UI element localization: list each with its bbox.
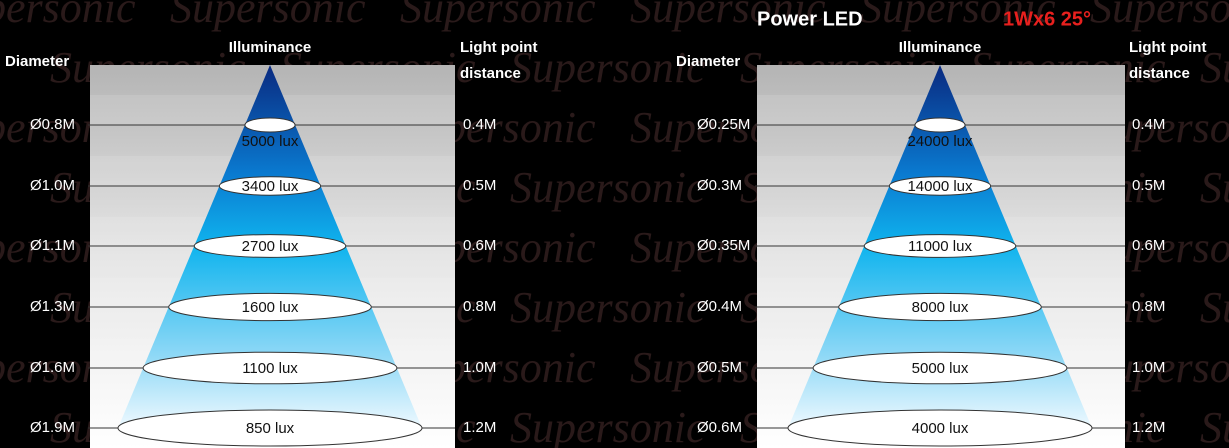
distance-label: 0.5M [463,177,496,194]
spec: 1Wx6 25° [1003,8,1091,30]
header-illuminance: Illuminance [899,39,982,56]
header-diameter: Diameter [676,53,740,70]
diameter-label: Ø0.3M [697,177,742,194]
distance-label: 1.2M [463,419,496,436]
header-diameter: Diameter [5,53,69,70]
watermark: Supersonic [1200,403,1229,448]
light-spot [787,409,1093,447]
watermark: Supersonic [1200,43,1229,92]
distance-label: 0.8M [1132,298,1165,315]
watermark: Supersonic [1090,0,1229,32]
distance-label: 0.5M [1132,177,1165,194]
diameter-label: Ø1.6M [30,359,75,376]
light-spot [117,409,423,447]
watermark: Supersonic [510,403,706,448]
diameter-label: Ø1.3M [30,298,75,315]
light-spot [218,176,322,196]
header-distance: Light point [460,39,537,56]
distance-label: 0.6M [1132,237,1165,254]
light-spot [193,234,347,258]
diameter-label: Ø0.4M [697,298,742,315]
header-distance: Light point [1129,39,1206,56]
light-spot [244,117,296,133]
illuminance-label: 5000 lux [912,360,969,377]
distance-label: 0.4M [463,116,496,133]
illuminance-label: 3400 lux [242,178,299,195]
illuminance-label: 1600 lux [242,299,299,316]
illuminance-label: 1100 lux [242,360,298,377]
watermark: Supersonic [170,0,366,32]
distance-label: 0.4M [1132,116,1165,133]
illuminance-label: 11000 lux [908,238,972,255]
watermark: Supersonic [630,0,826,32]
light-spot [168,292,372,322]
illuminance-label: 24000 lux [907,133,973,150]
watermark: Supersonic [0,0,136,32]
distance-label: 1.0M [463,359,496,376]
watermark: Supersonic [1200,163,1229,212]
watermark: Supersonic [510,163,706,212]
header-distance: distance [1129,65,1190,82]
light-spot [914,117,966,133]
distance-label: 1.2M [1132,419,1165,436]
diameter-label: Ø0.25M [697,116,750,133]
light-spot [142,351,398,385]
illuminance-label: 4000 lux [912,420,969,437]
diameter-label: Ø1.1M [30,237,75,254]
distance-label: 1.0M [1132,359,1165,376]
illuminance-label: 850 lux [246,420,295,437]
illuminance-label: 5000 lux [242,133,299,150]
illuminance-label: 2700 lux [242,238,299,255]
watermark: Supersonic [400,0,596,32]
watermark: Supersonic [510,43,706,92]
light-spot [863,234,1017,258]
diameter-label: Ø1.0M [30,177,75,194]
illuminance-label: 14000 lux [907,178,973,195]
light-spot [812,351,1068,385]
header-illuminance: Illuminance [229,39,312,56]
watermark: Supersonic [1200,283,1229,332]
header-distance: distance [460,65,521,82]
diameter-label: Ø0.6M [697,419,742,436]
diameter-label: Ø0.5M [697,359,742,376]
diameter-label: Ø0.35M [697,237,750,254]
distance-label: 0.6M [463,237,496,254]
title: Power LED [757,8,863,30]
watermark: Supersonic [860,0,1056,32]
diameter-label: Ø1.9M [30,419,75,436]
light-spot [888,176,992,196]
illuminance-label: 8000 lux [912,299,969,316]
diameter-label: Ø0.8M [30,116,75,133]
light-spot [838,292,1042,322]
watermark: Supersonic [510,283,706,332]
distance-label: 0.8M [463,298,496,315]
